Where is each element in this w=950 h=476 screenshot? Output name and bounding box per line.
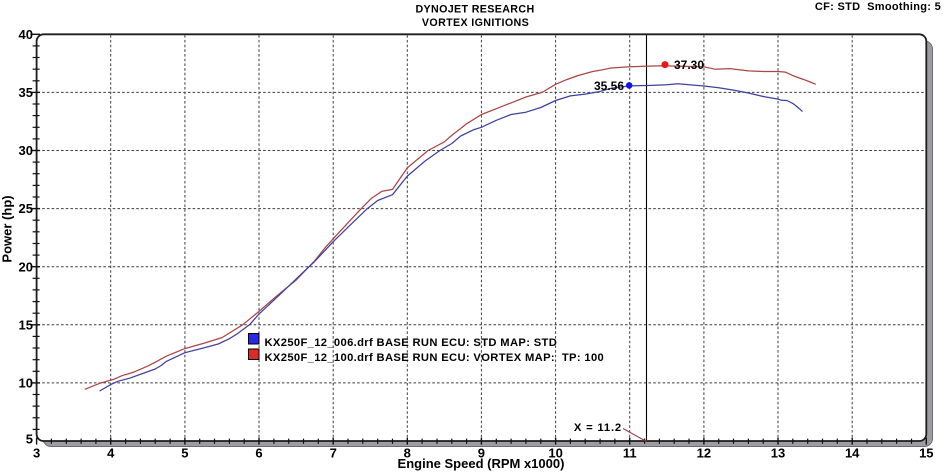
svg-text:13: 13 xyxy=(771,446,785,461)
svg-text:8: 8 xyxy=(404,446,411,461)
svg-text:Power (hp): Power (hp) xyxy=(0,195,15,262)
svg-text:25: 25 xyxy=(19,201,33,216)
svg-text:3: 3 xyxy=(33,446,40,461)
svg-text:9: 9 xyxy=(478,446,485,461)
svg-text:VORTEX IGNITIONS: VORTEX IGNITIONS xyxy=(422,17,529,29)
svg-text:7: 7 xyxy=(330,446,337,461)
svg-text:4: 4 xyxy=(107,446,115,461)
svg-text:35.56: 35.56 xyxy=(594,79,624,93)
svg-text:6: 6 xyxy=(255,446,262,461)
svg-text:5: 5 xyxy=(26,432,33,447)
svg-text:15: 15 xyxy=(19,317,33,332)
svg-text:30: 30 xyxy=(19,143,33,158)
svg-text:15: 15 xyxy=(919,446,933,461)
svg-text:KX250F_12_006.drf BASE RUN ECU: KX250F_12_006.drf BASE RUN ECU: STD MAP:… xyxy=(265,337,558,349)
svg-text:5: 5 xyxy=(181,446,188,461)
svg-text:KX250F_12_100.drf BASE RUN ECU: KX250F_12_100.drf BASE RUN ECU: VORTEX M… xyxy=(265,352,605,364)
svg-text:37.30: 37.30 xyxy=(674,58,704,72)
svg-text:X = 11.2: X = 11.2 xyxy=(574,422,622,434)
svg-text:10: 10 xyxy=(548,446,562,461)
svg-text:35: 35 xyxy=(19,85,33,100)
svg-text:11: 11 xyxy=(623,446,637,461)
svg-text:DYNOJET RESEARCH: DYNOJET RESEARCH xyxy=(415,4,534,16)
svg-text:20: 20 xyxy=(19,259,33,274)
svg-text:40: 40 xyxy=(19,27,33,42)
svg-text:14: 14 xyxy=(845,446,860,461)
svg-text:12: 12 xyxy=(697,446,711,461)
svg-text:CF: STD Smoothing: 5: CF: STD Smoothing: 5 xyxy=(815,1,941,13)
svg-text:Engine Speed (RPM x1000): Engine Speed (RPM x1000) xyxy=(398,456,565,471)
svg-text:10: 10 xyxy=(19,376,33,391)
